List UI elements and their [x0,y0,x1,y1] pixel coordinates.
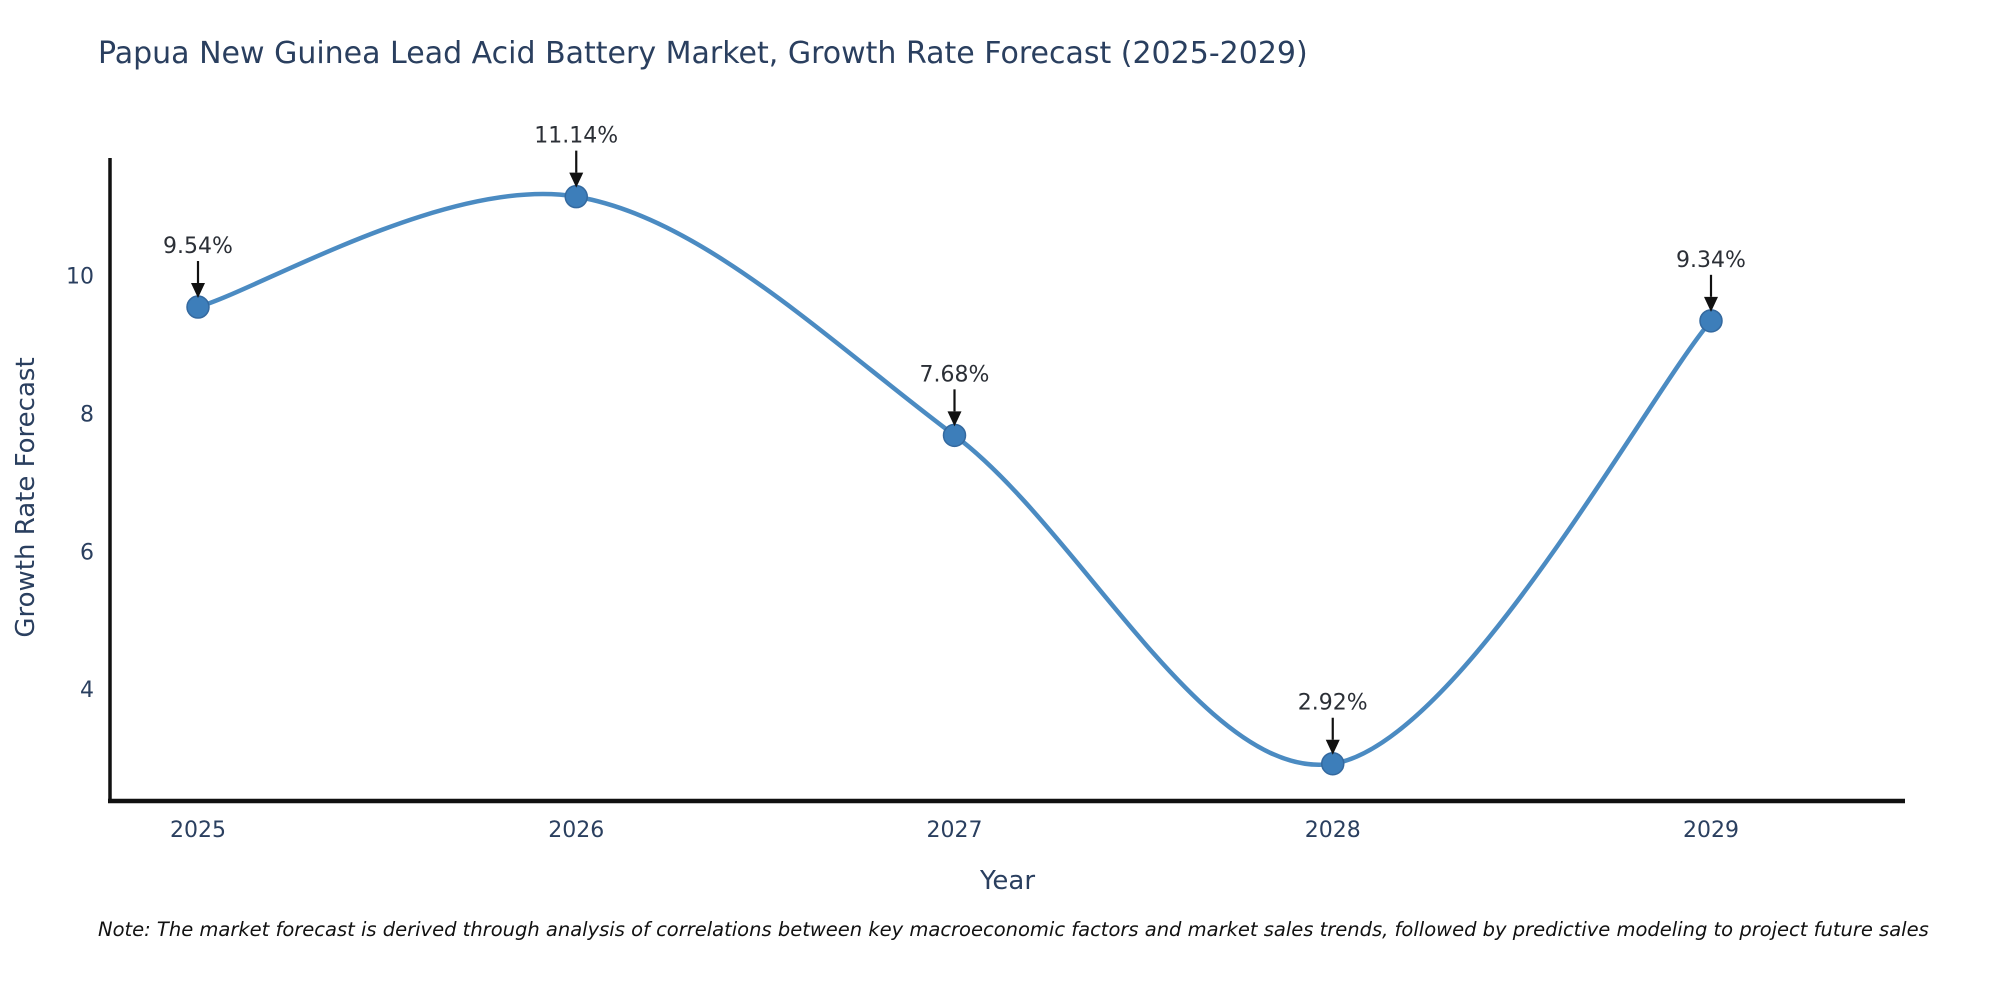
line-series-path [195,191,1714,767]
x-tick-label: 2029 [1683,818,1739,843]
x-tick-label: 2027 [927,818,983,843]
y-tick-label: 8 [80,402,94,427]
y-tick-label: 6 [80,540,94,565]
annotation-arrow-head [1704,296,1718,312]
y-tick-label: 4 [80,678,94,703]
footnote: Note: The market forecast is derived thr… [98,918,1929,941]
point-value-annotation: 7.68% [920,362,990,387]
x-tick-label: 2028 [1305,818,1361,843]
data-point-marker [1321,751,1345,776]
x-tick-label: 2025 [170,818,226,843]
x-tick-label: 2026 [548,818,604,843]
annotation-arrow-head [569,172,584,188]
annotation-arrow-head [191,283,205,299]
point-value-annotation: 11.14% [534,124,618,149]
point-value-annotation: 9.54% [163,234,233,259]
chart-title: Papua New Guinea Lead Acid Battery Marke… [98,36,1308,71]
data-point-marker [564,184,588,209]
annotation-arrow-head [947,411,962,427]
point-value-annotation: 2.92% [1298,691,1368,716]
x-axis-title: Year [979,866,1035,896]
y-axis-title: Growth Rate Forecast [11,357,41,637]
data-point-marker [1699,309,1723,333]
data-point-marker [186,295,210,319]
annotation-arrow-head [1325,739,1340,755]
point-value-annotation: 9.34% [1676,248,1746,273]
data-point-marker [942,423,967,448]
y-tick-label: 10 [66,264,94,289]
